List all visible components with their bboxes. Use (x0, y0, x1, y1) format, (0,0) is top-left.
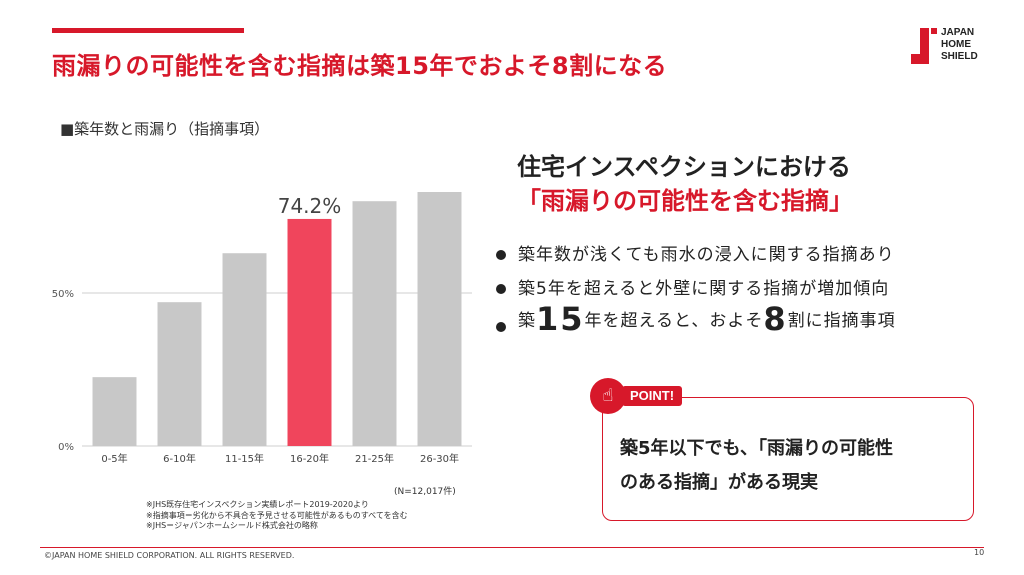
list-item: 築15年を超えると、およそ8割に指摘事項 (496, 303, 896, 335)
point-line-1: 築5年以下でも、「雨漏りの可能性 (620, 438, 893, 459)
footnote: ※指摘事項＝劣化から不具合を予見させる可能性があるものすべてを含む (146, 510, 408, 520)
emphasis-number: 15 (536, 300, 585, 338)
point-tag: POINT! (622, 386, 683, 406)
logo-mark-icon (911, 28, 937, 64)
logo-wordmark: JAPAN HOME SHIELD (941, 27, 978, 63)
data-label: 74.2% (278, 194, 342, 218)
sample-size-note: (N=12,017件) (394, 487, 456, 497)
logo-line-2: HOME (941, 39, 971, 50)
section-heading: 住宅インスペクションにおける 「雨漏りの可能性を含む指摘」 (517, 150, 853, 218)
bullet-icon (496, 284, 506, 294)
x-tick-label: 0-5年 (101, 452, 127, 465)
age-vs-leak-bar-chart: 0% 50% 0-5年 6-10年 11-15年 16-20年 74.2% 21-25年 26-… (52, 192, 472, 465)
x-tick-label: 6-10年 (163, 452, 196, 465)
footnote: ※JHS＝ジャパンホームシールド株式会社の略称 (146, 521, 318, 530)
x-tick-label: 26-30年 (420, 452, 459, 465)
bar (417, 192, 462, 446)
emphasis-number: 8 (763, 300, 788, 338)
point-callout-box (602, 397, 974, 521)
bullet-text-part: 年を超えると、およそ (584, 311, 764, 331)
chart-title: ■築年数と雨漏り（指摘事項） (60, 120, 270, 138)
footnote: ※JHS既存住宅インスペクション実績レポート2019-2020より (146, 500, 369, 509)
logo-line-3: SHIELD (941, 51, 978, 62)
point-callout-text: 築5年以下でも、「雨漏りの可能性 のある指摘」がある現実 (620, 432, 893, 500)
bullet-text: 築年数が浅くても雨水の浸入に関する指摘あり (518, 245, 895, 265)
title-accent-bar (52, 28, 244, 33)
footer-divider (40, 547, 984, 548)
bullet-text: 築5年を超えると外壁に関する指摘が増加傾向 (518, 279, 890, 299)
bar (222, 253, 267, 446)
highlight-bar (287, 218, 332, 446)
key-findings-list: 築年数が浅くても雨水の浸入に関する指摘あり 築5年を超えると外壁に関する指摘が増… (496, 244, 896, 335)
company-logo: JAPAN HOME SHIELD (911, 26, 991, 66)
slide-title: 雨漏りの可能性を含む指摘は築15年でおよそ8割になる (52, 52, 668, 80)
bar (157, 302, 202, 446)
page-number: 10 (974, 548, 985, 557)
list-item: 築5年を超えると外壁に関する指摘が増加傾向 (496, 278, 896, 300)
point-line-2: のある指摘」がある現実 (620, 472, 818, 493)
bullet-icon (496, 250, 506, 260)
footnotes: ※JHS既存住宅インスペクション実績レポート2019-2020より ※指摘事項＝… (146, 500, 408, 532)
heading-line-1: 住宅インスペクションにおける (517, 153, 851, 181)
x-tick-label: 11-15年 (225, 452, 264, 465)
bullet-icon (496, 322, 506, 332)
heading-line-2: 「雨漏りの可能性を含む指摘」 (517, 187, 853, 215)
y-tick-label: 50% (52, 289, 74, 300)
y-tick-label: 0% (58, 442, 74, 453)
bar (352, 201, 397, 446)
x-tick-label: 21-25年 (355, 452, 394, 465)
logo-line-1: JAPAN (941, 27, 975, 38)
list-item: 築年数が浅くても雨水の浸入に関する指摘あり (496, 244, 896, 266)
x-tick-label: 16-20年 (290, 452, 329, 465)
bullet-text-part: 築 (518, 311, 536, 331)
bar (92, 377, 137, 446)
bullet-text-part: 割に指摘事項 (787, 311, 896, 331)
hand-pointing-icon: ☝ (590, 378, 626, 414)
copyright: ©JAPAN HOME SHIELD CORPORATION. ALL RIGH… (44, 551, 295, 560)
